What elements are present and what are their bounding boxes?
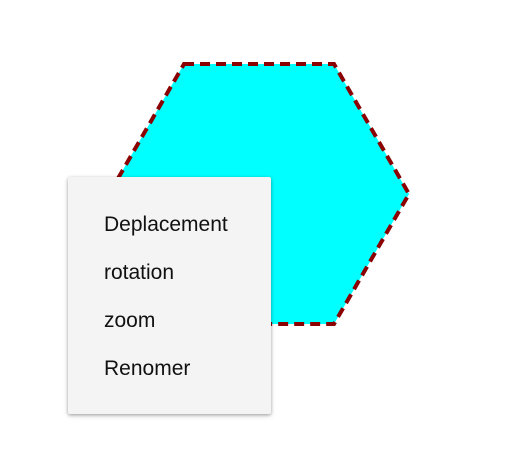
context-menu: Deplacement rotation zoom Renomer	[68, 177, 271, 414]
menu-item-zoom[interactable]: zoom	[104, 309, 156, 332]
menu-item-deplacement[interactable]: Deplacement	[104, 213, 228, 236]
menu-item-rotation[interactable]: rotation	[104, 261, 175, 284]
menu-item-renomer[interactable]: Renomer	[104, 357, 191, 380]
